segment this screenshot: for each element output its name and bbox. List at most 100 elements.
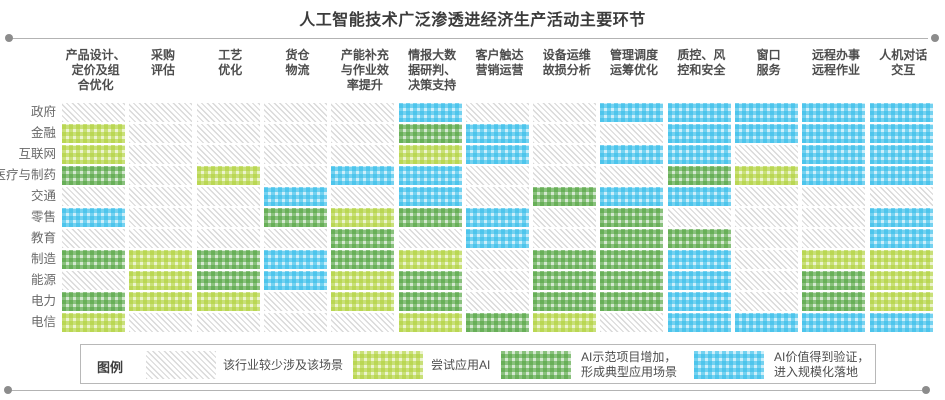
heatmap-cell bbox=[129, 313, 193, 332]
heatmap-cell bbox=[398, 208, 462, 227]
bottom-rule-right-dot bbox=[922, 386, 930, 394]
heatmap-cell bbox=[129, 229, 193, 248]
heatmap-cell bbox=[465, 313, 529, 332]
heatmap-cell bbox=[62, 313, 125, 332]
column-header: 货仓 物流 bbox=[285, 48, 310, 77]
row-label: 政府 bbox=[30, 105, 56, 119]
row-label: 交通 bbox=[30, 189, 56, 203]
heatmap-cell bbox=[263, 250, 327, 269]
heatmap-cell bbox=[465, 166, 529, 185]
row-label: 医疗与制药 bbox=[0, 168, 56, 182]
heatmap-cell bbox=[667, 124, 731, 143]
heatmap-cell bbox=[600, 208, 664, 227]
heatmap-cell bbox=[465, 271, 529, 290]
heatmap-cell bbox=[465, 187, 529, 206]
legend-swatch bbox=[501, 351, 571, 379]
heatmap-cell bbox=[331, 166, 395, 185]
heatmap-cell bbox=[869, 271, 933, 290]
heatmap-cell bbox=[398, 229, 462, 248]
heatmap-cell bbox=[129, 271, 193, 290]
row-label: 电信 bbox=[30, 315, 56, 329]
row-label: 零售 bbox=[30, 210, 56, 224]
heatmap-cell bbox=[62, 166, 125, 185]
heatmap-cell bbox=[869, 313, 933, 332]
heatmap-cell bbox=[600, 292, 664, 311]
heatmap-cell bbox=[802, 292, 866, 311]
heatmap-cell bbox=[802, 313, 866, 332]
heatmap-cell bbox=[667, 103, 731, 122]
column-header: 窗口 服务 bbox=[756, 48, 781, 77]
heatmap-cell bbox=[129, 124, 193, 143]
heatmap-cell bbox=[129, 292, 193, 311]
heatmap-cell bbox=[263, 271, 327, 290]
heatmap-cell bbox=[398, 313, 462, 332]
heatmap-cell bbox=[533, 229, 597, 248]
heatmap-cell bbox=[129, 250, 193, 269]
top-rule bbox=[12, 38, 928, 39]
heatmap-cell bbox=[802, 145, 866, 164]
heatmap-cell bbox=[465, 103, 529, 122]
heatmap-cell bbox=[465, 145, 529, 164]
heatmap-cell bbox=[331, 103, 395, 122]
column-header: 远程办事 远程作业 bbox=[811, 48, 860, 77]
row-label: 教育 bbox=[30, 231, 56, 245]
heatmap-cell bbox=[533, 124, 597, 143]
heatmap-cell bbox=[331, 145, 395, 164]
heatmap-cell bbox=[600, 313, 664, 332]
page-title: 人工智能技术广泛渗透进经济生产活动主要环节 bbox=[299, 12, 646, 29]
heatmap-cell bbox=[667, 166, 731, 185]
row-label: 制造 bbox=[30, 252, 56, 266]
heatmap-cell bbox=[196, 187, 260, 206]
heatmap-cell bbox=[398, 103, 462, 122]
heatmap-cell bbox=[667, 271, 731, 290]
legend-label: AI示范项目增加， 形成典型应用场景 bbox=[581, 350, 678, 379]
heatmap-cell bbox=[533, 166, 597, 185]
heatmap-cell bbox=[802, 250, 866, 269]
heatmap-cell bbox=[263, 124, 327, 143]
heatmap-cell bbox=[331, 292, 395, 311]
heatmap-cell bbox=[62, 187, 125, 206]
bottom-rule-left-dot bbox=[4, 386, 12, 394]
heatmap-cell bbox=[869, 187, 933, 206]
heatmap-cell bbox=[331, 250, 395, 269]
heatmap-cell bbox=[129, 145, 193, 164]
column-header: 质控、风 控和安全 bbox=[677, 48, 726, 77]
heatmap-cell bbox=[196, 166, 260, 185]
column-header: 产能补充 与作业效 率提升 bbox=[340, 48, 389, 92]
heatmap-cell bbox=[398, 292, 462, 311]
heatmap-cell bbox=[62, 145, 125, 164]
heatmap-cell bbox=[62, 250, 125, 269]
heatmap-cell bbox=[667, 229, 731, 248]
row-label: 互联网 bbox=[18, 147, 56, 161]
column-header: 工艺 优化 bbox=[218, 48, 243, 77]
heatmap-cell bbox=[196, 208, 260, 227]
heatmap-cell bbox=[802, 187, 866, 206]
heatmap-cell bbox=[62, 229, 125, 248]
heatmap-cell bbox=[802, 229, 866, 248]
heatmap-cell bbox=[533, 145, 597, 164]
heatmap-cell bbox=[869, 145, 933, 164]
heatmap-cell bbox=[331, 187, 395, 206]
heatmap-cell bbox=[667, 145, 731, 164]
legend-swatch bbox=[146, 351, 216, 379]
heatmap-cell bbox=[869, 166, 933, 185]
legend-swatch bbox=[694, 351, 764, 379]
legend-label: 尝试应用AI bbox=[431, 358, 491, 372]
heatmap-cell bbox=[196, 229, 260, 248]
heatmap-cell bbox=[802, 124, 866, 143]
heatmap-cell bbox=[667, 187, 731, 206]
heatmap-cell bbox=[735, 208, 798, 227]
heatmap-cell bbox=[62, 292, 125, 311]
row-label: 电力 bbox=[30, 294, 56, 308]
heatmap-cell bbox=[802, 208, 866, 227]
heatmap-cell bbox=[129, 166, 193, 185]
heatmap-cell bbox=[600, 145, 664, 164]
heatmap-cell bbox=[129, 187, 193, 206]
heatmap-cell bbox=[465, 208, 529, 227]
heatmap-cell bbox=[735, 229, 798, 248]
heatmap-cell bbox=[600, 250, 664, 269]
column-header: 产品设计、 定价及组 合优化 bbox=[65, 48, 126, 92]
legend-box: 图例 该行业较少涉及该场景 尝试应用AI AI示范项目增加， 形成典型应用场景 AI价… bbox=[80, 344, 876, 384]
heatmap-cell bbox=[735, 124, 798, 143]
